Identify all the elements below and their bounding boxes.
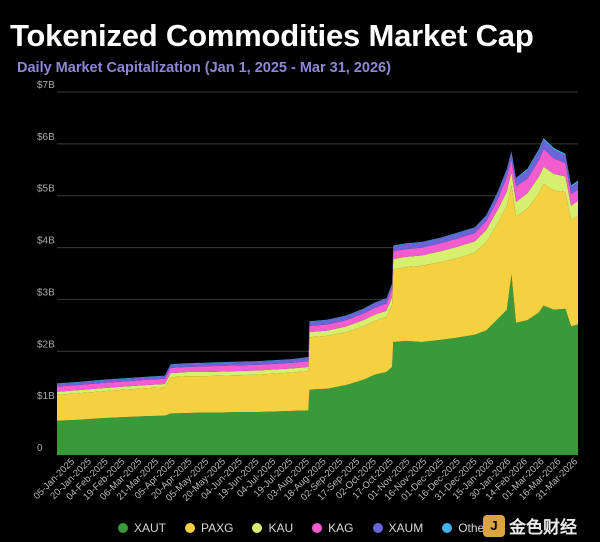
legend-label: KAG — [328, 521, 354, 535]
area-series — [57, 138, 578, 455]
y-axis-ticks: 0 $1B $2B $3B $4B $5B $6B $7B — [37, 80, 55, 454]
legend-item-xaut: XAUT — [118, 521, 166, 535]
legend-item-paxg: PAXG — [185, 521, 233, 535]
watermark-text: 金色财经 — [509, 518, 577, 537]
y-tick-label: $3B — [37, 287, 55, 298]
legend-dot-icon — [312, 523, 323, 533]
legend-label: KAU — [268, 521, 294, 535]
legend-item-kau: KAU — [252, 521, 293, 535]
chart-subtitle: Daily Market Capitalization (Jan 1, 2025… — [17, 60, 391, 76]
legend-dot-icon — [372, 523, 383, 533]
area-paxg — [57, 183, 578, 421]
watermark: J 金色财经 — [483, 513, 577, 538]
legend-label: PAXG — [201, 521, 234, 535]
legend-item-kag: KAG — [312, 521, 354, 535]
legend-dot-icon — [118, 523, 128, 533]
legend-dot-icon — [442, 523, 453, 533]
x-axis-ticks: 05-Jan-202520-Jan-202504-Feb-202519-Feb-… — [32, 456, 581, 503]
area-xaut — [57, 274, 578, 455]
y-tick-label: $1B — [37, 391, 55, 402]
legend-label: XAUT — [134, 521, 167, 535]
y-tick-label: $5B — [37, 184, 55, 195]
y-tick-label: $2B — [37, 339, 55, 350]
y-tick-label: $6B — [37, 132, 55, 143]
y-tick-label: $4B — [37, 236, 55, 247]
legend-dot-icon — [185, 523, 196, 533]
legend-item-xaum: XAUM — [372, 521, 424, 535]
chart-legend: XAUT PAXG KAU KAG XAUM Others — [118, 519, 513, 537]
legend-dot-icon — [252, 523, 263, 533]
legend-label: XAUM — [388, 521, 424, 535]
chart-title: Tokenized Commodities Market Cap — [10, 18, 534, 53]
y-tick-label: 0 — [37, 443, 43, 454]
y-tick-label: $7B — [37, 80, 55, 91]
watermark-logo-icon: J — [483, 514, 505, 537]
